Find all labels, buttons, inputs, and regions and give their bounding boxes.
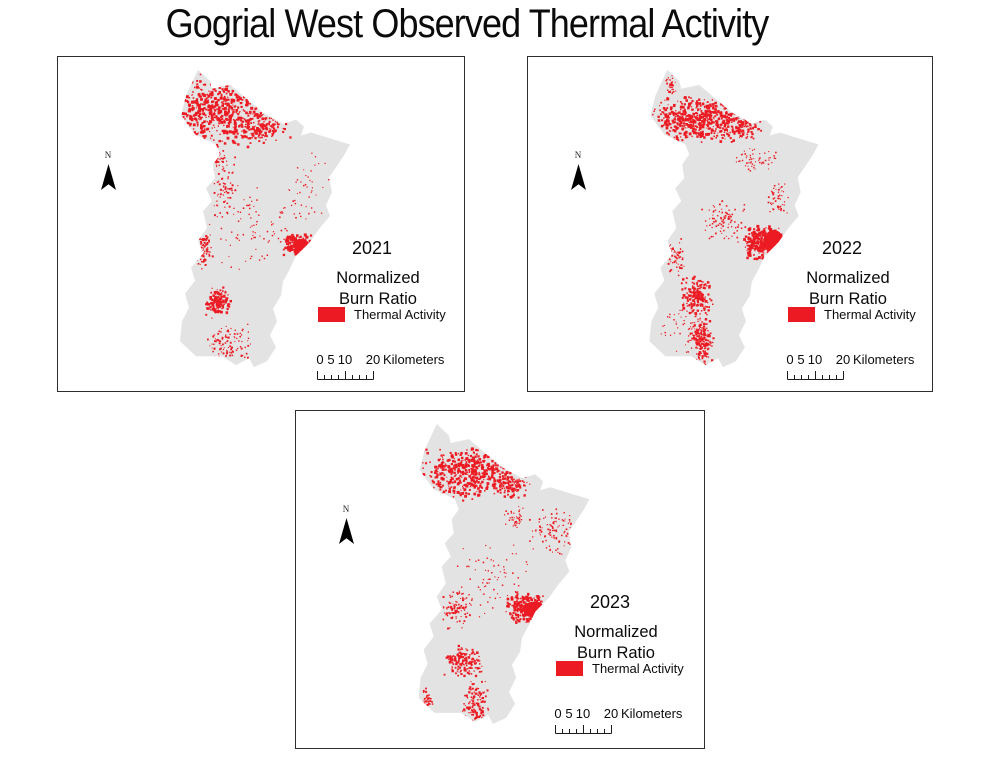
legend-title-line2: Burn Ratio	[339, 290, 417, 308]
north-arrow: N	[98, 151, 118, 190]
thermal-activity-label: Thermal Activity	[354, 307, 446, 322]
legend-title-line2: Burn Ratio	[809, 290, 887, 308]
scale-ruler-icon	[787, 371, 844, 380]
thermal-activity-swatch	[556, 661, 583, 676]
county-map	[180, 69, 350, 368]
legend-title-line1: Normalized	[574, 623, 658, 641]
legend-title-line1: Normalized	[806, 269, 890, 287]
scale-unit-label: Kilometers	[853, 352, 915, 367]
legend-title: Normalized Burn Ratio	[546, 622, 686, 664]
north-arrow-icon	[338, 518, 354, 544]
thermal-activity-dots	[419, 444, 583, 724]
map-panel-2022: N 2022 Normalized Burn Ratio Thermal Act…	[527, 56, 933, 392]
north-label: N	[574, 150, 582, 160]
scale-label-0: 0	[316, 352, 324, 367]
north-arrow-icon	[570, 164, 586, 190]
map-panel-2023: N 2023 Normalized Burn Ratio Thermal Act…	[295, 410, 705, 749]
legend-title-line2: Burn Ratio	[577, 644, 655, 662]
north-label: N	[342, 504, 350, 514]
thermal-activity-dots	[180, 70, 331, 359]
scale-label-5: 5	[327, 352, 335, 367]
scale-label-20: 20	[365, 352, 381, 367]
north-label: N	[104, 150, 112, 160]
thermal-activity-label: Thermal Activity	[592, 661, 684, 676]
scale-label-0: 0	[786, 352, 794, 367]
county-map	[418, 424, 590, 724]
scale-unit-label: Kilometers	[621, 706, 683, 721]
year-label: 2022	[821, 238, 863, 258]
legend-item-thermal-activity: Thermal Activity	[788, 307, 916, 322]
legend-title-line1: Normalized	[336, 269, 420, 287]
legend-item-thermal-activity: Thermal Activity	[556, 661, 684, 676]
thermal-activity-dots	[649, 75, 789, 368]
north-arrow: N	[336, 505, 356, 544]
scale-label-5: 5	[565, 706, 573, 721]
scale-ruler-icon	[317, 371, 374, 380]
scale-label-5: 5	[797, 352, 805, 367]
legend-title: Normalized Burn Ratio	[308, 268, 448, 310]
legend-title: Normalized Burn Ratio	[778, 268, 918, 310]
scale-label-10: 10	[807, 352, 823, 367]
figure-title: Gogrial West Observed Thermal Activity	[165, 2, 770, 46]
year-label: 2023	[589, 592, 631, 612]
county-map	[649, 69, 819, 368]
north-arrow-icon	[100, 164, 116, 190]
north-arrow: N	[568, 151, 588, 190]
scale-label-0: 0	[554, 706, 562, 721]
legend-item-thermal-activity: Thermal Activity	[318, 307, 446, 322]
map-panel-2021: N 2021 Normalized Burn Ratio Thermal Act…	[57, 56, 465, 392]
thermal-activity-swatch	[318, 307, 345, 322]
year-label: 2021	[351, 238, 393, 258]
scale-label-20: 20	[603, 706, 619, 721]
thermal-activity-swatch	[788, 307, 815, 322]
county-shape	[180, 69, 350, 368]
thermal-activity-label: Thermal Activity	[824, 307, 916, 322]
scale-label-10: 10	[575, 706, 591, 721]
scale-label-20: 20	[835, 352, 851, 367]
scale-ruler-icon	[555, 725, 612, 734]
scale-unit-label: Kilometers	[383, 352, 445, 367]
scale-label-10: 10	[337, 352, 353, 367]
